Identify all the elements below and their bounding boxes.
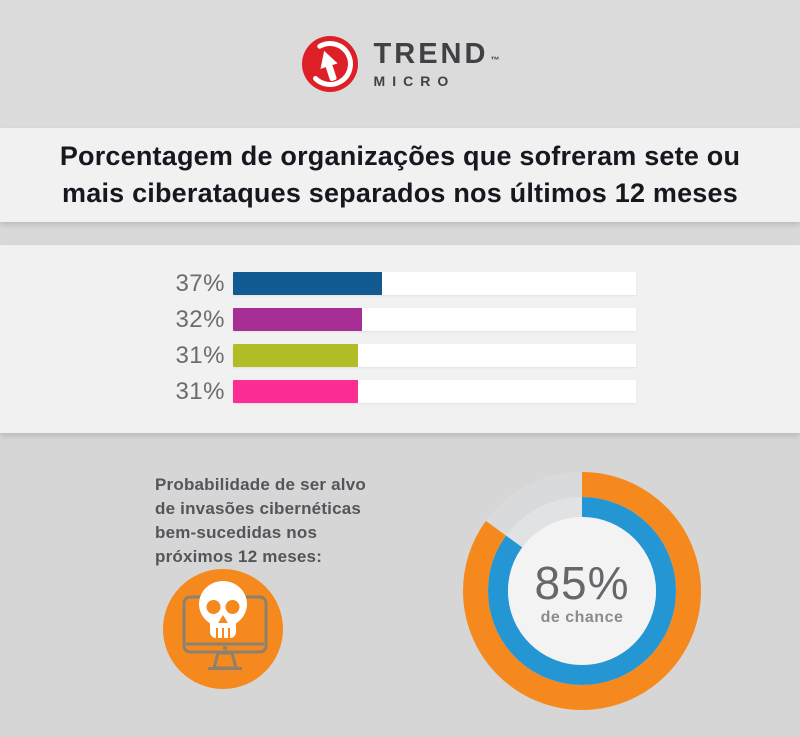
divider-strip xyxy=(0,222,800,245)
skull-eye-left xyxy=(206,600,221,614)
donut-arc-blue xyxy=(488,497,676,685)
title-line-2: mais ciberataques separados nos últimos … xyxy=(62,178,738,208)
trademark-symbol: ™ xyxy=(490,55,500,65)
logo-band: TREND ™ MICRO xyxy=(0,0,800,128)
donut-chart: 85% de chance xyxy=(462,471,702,711)
bar-fill xyxy=(233,344,358,367)
probability-line-4: próximos 12 meses: xyxy=(155,547,323,566)
donut-arc-orange xyxy=(463,472,701,710)
bar-fill xyxy=(233,380,358,403)
trend-micro-ball-icon xyxy=(301,36,358,92)
logo-word-trend: TREND ™ xyxy=(373,38,500,70)
bar-track xyxy=(233,308,636,331)
bar-row: 32% xyxy=(152,306,800,333)
donut-caption: de chance xyxy=(540,608,624,626)
probability-text: Probabilidade de ser alvo de invasões ci… xyxy=(155,473,366,569)
skull-nose xyxy=(218,615,228,623)
donut-rings xyxy=(463,472,701,710)
skull-monitor-icon xyxy=(163,569,283,689)
logo-word-micro: MICRO xyxy=(373,73,456,89)
page-title: Porcentagem de organizações que sofreram… xyxy=(60,138,740,212)
probability-line-2: de invasões cibernéticas xyxy=(155,499,362,518)
donut-center-text: 85% de chance xyxy=(462,471,702,711)
skull-teeth xyxy=(216,628,230,638)
bar-row: 31% xyxy=(152,378,800,405)
bar-track xyxy=(233,344,636,367)
bar-fill xyxy=(233,308,362,331)
bar-row: 37% xyxy=(152,270,800,297)
bar-value-label: 32% xyxy=(175,306,225,333)
bar-value-label: 31% xyxy=(175,378,225,405)
title-band: Porcentagem de organizações que sofreram… xyxy=(0,128,800,222)
skull-eye-right xyxy=(225,600,240,614)
trend-micro-logo: TREND ™ MICRO xyxy=(301,35,500,93)
bar-value-label: 37% xyxy=(175,270,225,297)
bar-row: 31% xyxy=(152,342,800,369)
logo-wordmark: TREND ™ MICRO xyxy=(373,38,500,89)
bar-value-label: 31% xyxy=(175,342,225,369)
bar-fill xyxy=(233,272,383,295)
probability-line-3: bem-sucedidas nos xyxy=(155,523,318,542)
donut-center-circle xyxy=(508,517,656,665)
skull-icon xyxy=(199,581,247,638)
bar-track xyxy=(233,380,636,403)
bar-chart: 37% 32% 31% 31% xyxy=(0,245,800,433)
logo-arrow xyxy=(320,50,338,81)
bar-track xyxy=(233,272,636,295)
title-line-1: Porcentagem de organizações que sofreram… xyxy=(59,141,741,171)
logo-swoosh xyxy=(306,40,353,87)
donut-value: 85% xyxy=(534,556,630,609)
probability-line-1: Probabilidade de ser alvo xyxy=(155,475,366,494)
probability-section: Probabilidade de ser alvo de invasões ci… xyxy=(0,433,800,737)
